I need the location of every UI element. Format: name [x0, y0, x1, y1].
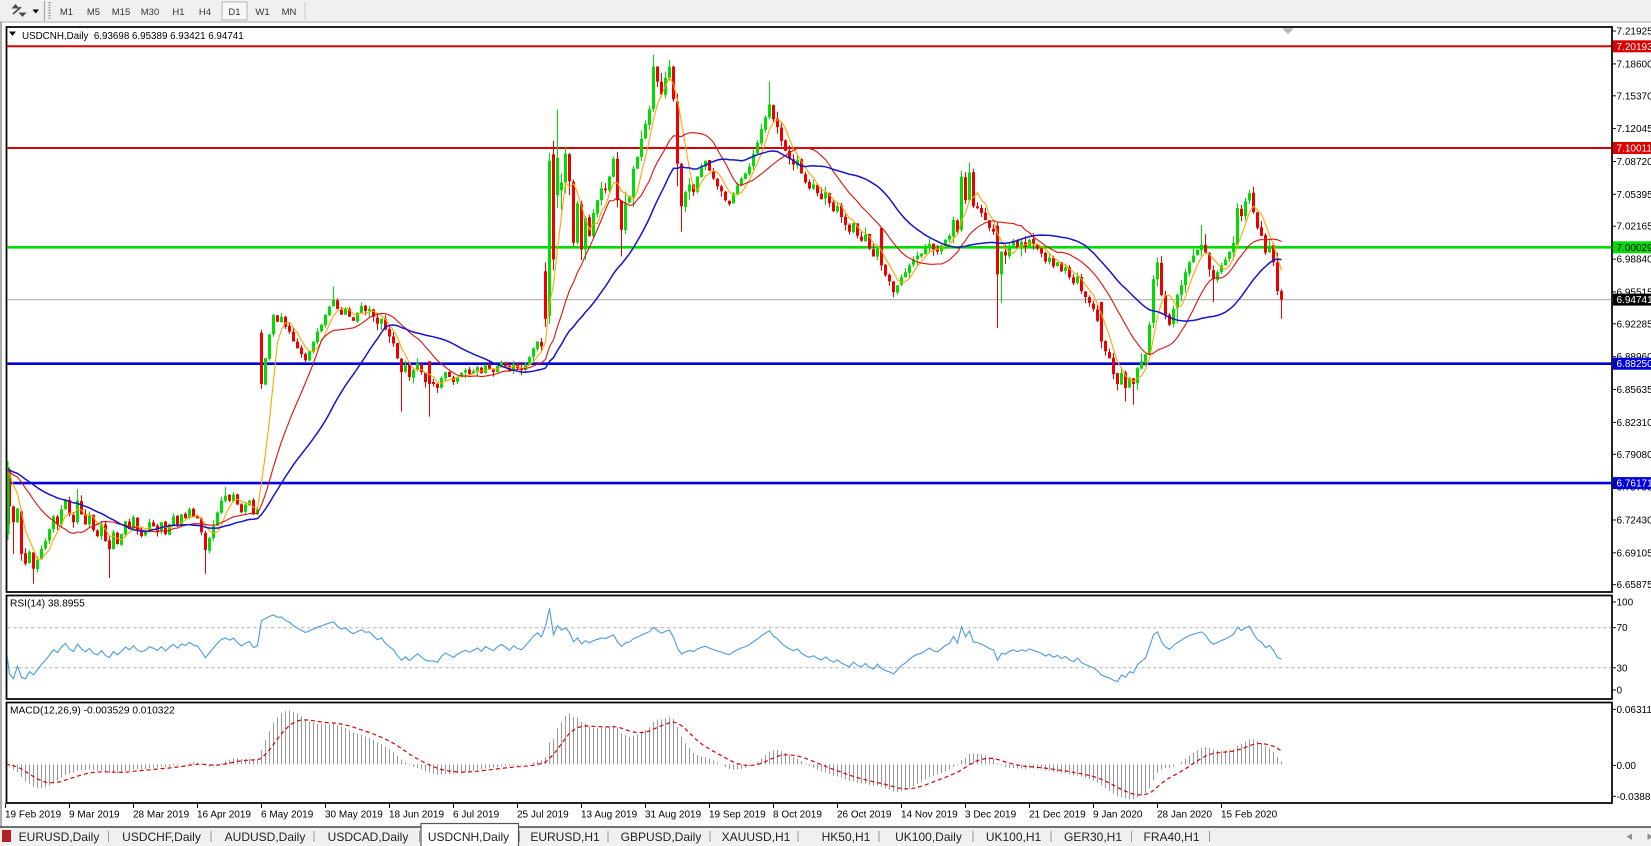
svg-text:6 May 2019: 6 May 2019	[261, 810, 314, 821]
svg-text:W1: W1	[255, 7, 269, 18]
svg-text:EURUSD,H1: EURUSD,H1	[530, 830, 600, 844]
svg-text:16 Apr 2019: 16 Apr 2019	[197, 810, 251, 821]
svg-text:USDCNH,Daily 6.93698 6.95389: USDCNH,Daily 6.93698 6.95389 6.93421 6.9…	[22, 31, 244, 42]
svg-text:H1: H1	[172, 7, 184, 18]
svg-text:M1: M1	[60, 7, 73, 18]
svg-text:0.063113: 0.063113	[1617, 705, 1651, 716]
svg-text:6.98840: 6.98840	[1617, 255, 1651, 266]
svg-text:19 Sep 2019: 19 Sep 2019	[709, 810, 766, 821]
svg-text:6.85635: 6.85635	[1617, 385, 1651, 396]
svg-text:MN: MN	[282, 7, 297, 18]
svg-text:6.94741: 6.94741	[1617, 295, 1651, 306]
svg-text:6.76171: 6.76171	[1617, 479, 1651, 490]
svg-text:MACD(12,26,9) -0.003529 0.0103: MACD(12,26,9) -0.003529 0.010322	[10, 706, 175, 717]
svg-text:6 Jul 2019: 6 Jul 2019	[453, 810, 500, 821]
svg-text:M15: M15	[112, 7, 130, 18]
svg-text:USDCAD,Daily: USDCAD,Daily	[328, 830, 409, 844]
svg-text:7.18600: 7.18600	[1617, 59, 1651, 70]
svg-text:GBPUSD,Daily: GBPUSD,Daily	[621, 830, 702, 844]
svg-text:6.69105: 6.69105	[1617, 548, 1651, 559]
svg-text:6.88250: 6.88250	[1617, 359, 1651, 370]
svg-text:6.82310: 6.82310	[1617, 418, 1651, 429]
svg-text:M5: M5	[87, 7, 100, 18]
svg-text:26 Oct 2019: 26 Oct 2019	[837, 810, 892, 821]
svg-text:6.65875: 6.65875	[1617, 580, 1651, 591]
svg-text:UK100,Daily: UK100,Daily	[895, 830, 962, 844]
svg-text:XAUUSD,H1: XAUUSD,H1	[722, 830, 791, 844]
svg-text:25 Jul 2019: 25 Jul 2019	[517, 810, 569, 821]
svg-text:100: 100	[1617, 598, 1634, 609]
svg-text:8 Oct 2019: 8 Oct 2019	[773, 810, 822, 821]
svg-text:19 Feb 2019: 19 Feb 2019	[5, 810, 62, 821]
svg-text:6.95515: 6.95515	[1617, 287, 1651, 298]
svg-text:15 Feb 2020: 15 Feb 2020	[1221, 810, 1278, 821]
svg-text:UK100,H1: UK100,H1	[986, 830, 1042, 844]
svg-text:0: 0	[1617, 686, 1623, 697]
svg-text:7.02165: 7.02165	[1617, 222, 1651, 233]
svg-text:7.12045: 7.12045	[1617, 124, 1651, 135]
svg-text:21 Dec 2019: 21 Dec 2019	[1029, 810, 1086, 821]
svg-text:31 Aug 2019: 31 Aug 2019	[645, 810, 702, 821]
svg-text:7.08720: 7.08720	[1617, 157, 1651, 168]
svg-text:USDCNH,Daily: USDCNH,Daily	[428, 830, 509, 844]
svg-text:3 Dec 2019: 3 Dec 2019	[965, 810, 1017, 821]
svg-text:6.79080: 6.79080	[1617, 450, 1651, 461]
svg-text:9 Jan 2020: 9 Jan 2020	[1093, 810, 1143, 821]
svg-text:6.72430: 6.72430	[1617, 516, 1651, 527]
svg-text:HK50,H1: HK50,H1	[822, 830, 871, 844]
svg-text:AUDUSD,Daily: AUDUSD,Daily	[225, 830, 306, 844]
svg-text:7.05395: 7.05395	[1617, 190, 1651, 201]
svg-text:14 Nov 2019: 14 Nov 2019	[901, 810, 958, 821]
svg-text:RSI(14) 38.8955: RSI(14) 38.8955	[10, 599, 85, 610]
svg-text:M30: M30	[141, 7, 159, 18]
svg-text:30 May 2019: 30 May 2019	[325, 810, 383, 821]
svg-text:6.92285: 6.92285	[1617, 319, 1651, 330]
svg-text:13 Aug 2019: 13 Aug 2019	[581, 810, 638, 821]
svg-text:9 Mar 2019: 9 Mar 2019	[69, 810, 120, 821]
svg-text:USDCHF,Daily: USDCHF,Daily	[122, 830, 201, 844]
svg-text:GER30,H1: GER30,H1	[1064, 830, 1122, 844]
svg-text:28 Mar 2019: 28 Mar 2019	[133, 810, 190, 821]
svg-text:7.00029: 7.00029	[1617, 243, 1651, 254]
svg-text:7.20193: 7.20193	[1617, 42, 1651, 53]
svg-text:EURUSD,Daily: EURUSD,Daily	[19, 830, 100, 844]
svg-text:D1: D1	[228, 7, 240, 18]
svg-text:30: 30	[1617, 663, 1629, 674]
svg-text:7.10011: 7.10011	[1617, 144, 1651, 155]
svg-text:H4: H4	[199, 7, 211, 18]
svg-text:-0.038875: -0.038875	[1617, 792, 1651, 803]
svg-text:7.15370: 7.15370	[1617, 91, 1651, 102]
svg-text:0.00: 0.00	[1617, 761, 1637, 772]
svg-text:28 Jan 2020: 28 Jan 2020	[1157, 810, 1212, 821]
svg-text:7.21925: 7.21925	[1617, 27, 1651, 38]
svg-text:18 Jun 2019: 18 Jun 2019	[389, 810, 444, 821]
svg-text:FRA40,H1: FRA40,H1	[1143, 830, 1199, 844]
svg-text:70: 70	[1617, 623, 1629, 634]
